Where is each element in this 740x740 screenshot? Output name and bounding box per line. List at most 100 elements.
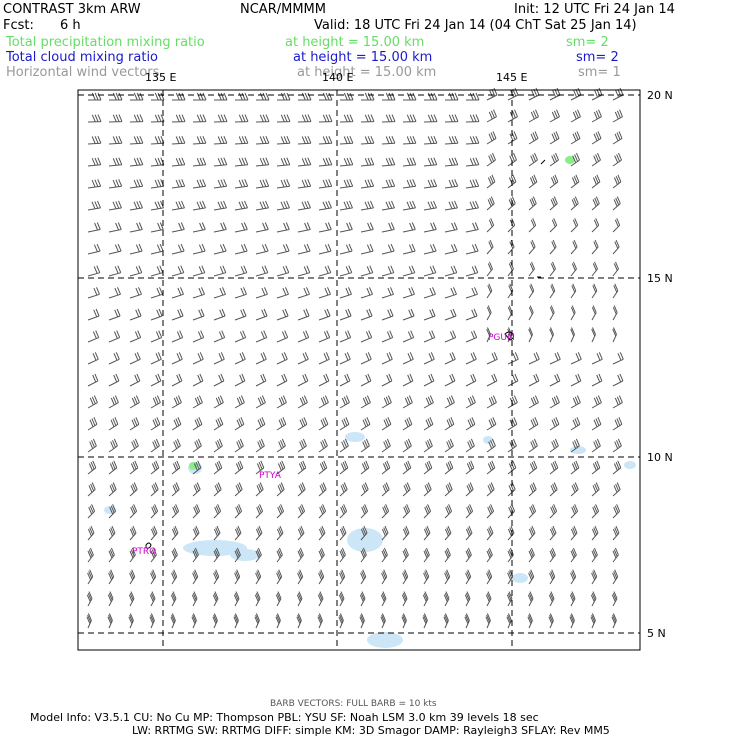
wind-barb	[507, 218, 516, 233]
wind-barb	[612, 352, 624, 365]
wind-barb	[129, 373, 141, 387]
wind-barb	[276, 460, 286, 475]
wind-barb	[213, 179, 228, 189]
wind-barb	[108, 352, 120, 365]
wind-barb	[296, 613, 302, 629]
wind-barb	[317, 613, 323, 629]
wind-barb	[171, 504, 180, 519]
field-wind-name: Horizontal wind vectors	[6, 65, 160, 80]
cloud-patch	[230, 549, 260, 561]
wind-barb	[444, 222, 458, 233]
wind-barb	[465, 417, 476, 431]
cloud-patch	[345, 432, 365, 442]
wind-barb	[170, 613, 176, 629]
wind-barb	[360, 308, 373, 321]
wind-barb	[171, 569, 178, 585]
wind-barb	[570, 327, 575, 343]
wind-barb	[318, 569, 325, 585]
wind-barb	[507, 196, 516, 211]
wind-barb	[486, 395, 497, 409]
wind-barb	[507, 239, 515, 255]
wind-barb	[213, 352, 225, 365]
wind-barb	[380, 591, 387, 607]
wind-barb	[402, 525, 410, 541]
wind-barb	[87, 243, 101, 255]
wind-barb	[549, 327, 554, 343]
wind-barb	[297, 352, 309, 365]
cloud-patch	[347, 528, 383, 552]
wind-barb	[150, 373, 162, 387]
model-info-line: Model Info: V3.5.1 CU: No Cu MP: Thompso…	[30, 711, 539, 724]
wind-barb	[108, 438, 118, 453]
wind-barb	[465, 222, 479, 233]
wind-barb	[150, 157, 165, 167]
wind-barb	[423, 114, 438, 123]
wind-barb	[192, 243, 206, 255]
wind-barb	[570, 87, 582, 101]
wind-barb	[464, 613, 470, 629]
physics-info-line: LW: RRTMG SW: RRTMG DIFF: simple KM: 3D …	[132, 724, 610, 737]
wind-barb	[171, 438, 181, 453]
wind-barb	[171, 330, 184, 343]
wind-barb	[485, 591, 492, 607]
wind-barb	[318, 265, 332, 277]
wind-barb	[171, 417, 182, 431]
wind-barb	[171, 114, 186, 123]
wind-barb	[486, 352, 498, 365]
wind-barb	[150, 547, 157, 563]
wind-barb	[233, 613, 239, 629]
wind-barb	[297, 395, 308, 409]
wind-barb	[444, 547, 451, 563]
wind-barb	[297, 547, 304, 563]
forecast-hours: 6 h	[60, 18, 81, 33]
wind-barb	[570, 283, 577, 299]
wind-barb	[171, 265, 185, 277]
wind-barb	[234, 157, 249, 167]
wind-barb	[423, 438, 433, 453]
wind-barb	[507, 569, 514, 585]
wind-barb	[192, 222, 206, 233]
wind-barb	[549, 283, 556, 299]
wind-barb	[591, 417, 602, 431]
wind-barb	[319, 92, 333, 101]
wind-barb	[234, 243, 248, 255]
wind-barb	[591, 327, 596, 343]
wind-barb	[129, 157, 144, 167]
wind-barb	[107, 591, 114, 607]
wind-barb	[506, 613, 512, 629]
wind-barb	[296, 591, 303, 607]
field-wind-sm: sm= 1	[578, 65, 621, 80]
wind-barb	[212, 591, 219, 607]
wind-barb	[570, 352, 582, 365]
wind-barb	[361, 92, 375, 101]
wind-barb	[213, 438, 223, 453]
wind-barb	[465, 287, 478, 299]
wind-barb	[444, 373, 456, 387]
wind-barb	[381, 179, 396, 189]
wind-barb	[486, 438, 496, 453]
wind-barb	[213, 287, 226, 299]
wind-barb	[213, 136, 228, 145]
wind-barb	[213, 547, 220, 563]
wind-barb	[108, 222, 122, 233]
wind-barb	[548, 613, 554, 629]
wind-barb	[528, 305, 534, 321]
wind-barb	[317, 591, 324, 607]
wind-barb	[549, 460, 559, 475]
cloud-mixing-shading	[104, 432, 636, 648]
wind-barb	[318, 460, 328, 475]
wind-barb	[528, 482, 537, 497]
wind-barb	[528, 417, 539, 431]
wind-barb	[192, 438, 202, 453]
wind-barb	[549, 547, 556, 563]
wind-barb	[297, 525, 305, 541]
wind-barb	[276, 417, 287, 431]
wind-barb	[444, 157, 459, 167]
wind-barb	[507, 395, 518, 409]
wind-barb	[150, 222, 164, 233]
wind-barb	[527, 591, 534, 607]
wind-barb	[465, 352, 477, 365]
wind-barb	[465, 157, 480, 167]
wind-barb	[339, 504, 348, 519]
wind-barb	[171, 525, 179, 541]
